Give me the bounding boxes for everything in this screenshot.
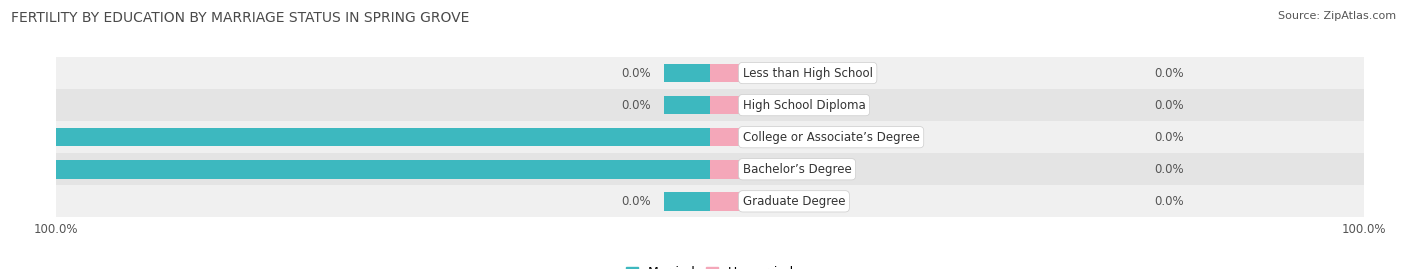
Bar <box>56 153 1364 185</box>
Bar <box>56 121 1364 153</box>
Bar <box>56 128 710 147</box>
Text: 0.0%: 0.0% <box>621 66 651 80</box>
Bar <box>710 128 756 147</box>
Text: FERTILITY BY EDUCATION BY MARRIAGE STATUS IN SPRING GROVE: FERTILITY BY EDUCATION BY MARRIAGE STATU… <box>11 11 470 25</box>
Text: Source: ZipAtlas.com: Source: ZipAtlas.com <box>1278 11 1396 21</box>
Bar <box>56 89 1364 121</box>
Bar <box>664 64 710 82</box>
Text: Graduate Degree: Graduate Degree <box>742 195 845 208</box>
Text: Bachelor’s Degree: Bachelor’s Degree <box>742 163 852 176</box>
Text: 0.0%: 0.0% <box>1154 99 1184 112</box>
Bar <box>664 192 710 211</box>
Text: 0.0%: 0.0% <box>621 195 651 208</box>
Text: 100.0%: 100.0% <box>0 163 44 176</box>
Bar <box>710 96 756 114</box>
Text: 0.0%: 0.0% <box>1154 195 1184 208</box>
Text: Less than High School: Less than High School <box>742 66 873 80</box>
Legend: Married, Unmarried: Married, Unmarried <box>620 261 800 269</box>
Text: 0.0%: 0.0% <box>1154 131 1184 144</box>
Bar <box>710 64 756 82</box>
Text: 0.0%: 0.0% <box>1154 66 1184 80</box>
Text: 0.0%: 0.0% <box>621 99 651 112</box>
Text: High School Diploma: High School Diploma <box>742 99 866 112</box>
Text: 0.0%: 0.0% <box>1154 163 1184 176</box>
Bar <box>56 185 1364 217</box>
Bar <box>56 160 710 179</box>
Text: College or Associate’s Degree: College or Associate’s Degree <box>742 131 920 144</box>
Bar <box>710 192 756 211</box>
Bar <box>56 57 1364 89</box>
Bar <box>664 96 710 114</box>
Text: 100.0%: 100.0% <box>0 131 44 144</box>
Bar <box>710 160 756 179</box>
